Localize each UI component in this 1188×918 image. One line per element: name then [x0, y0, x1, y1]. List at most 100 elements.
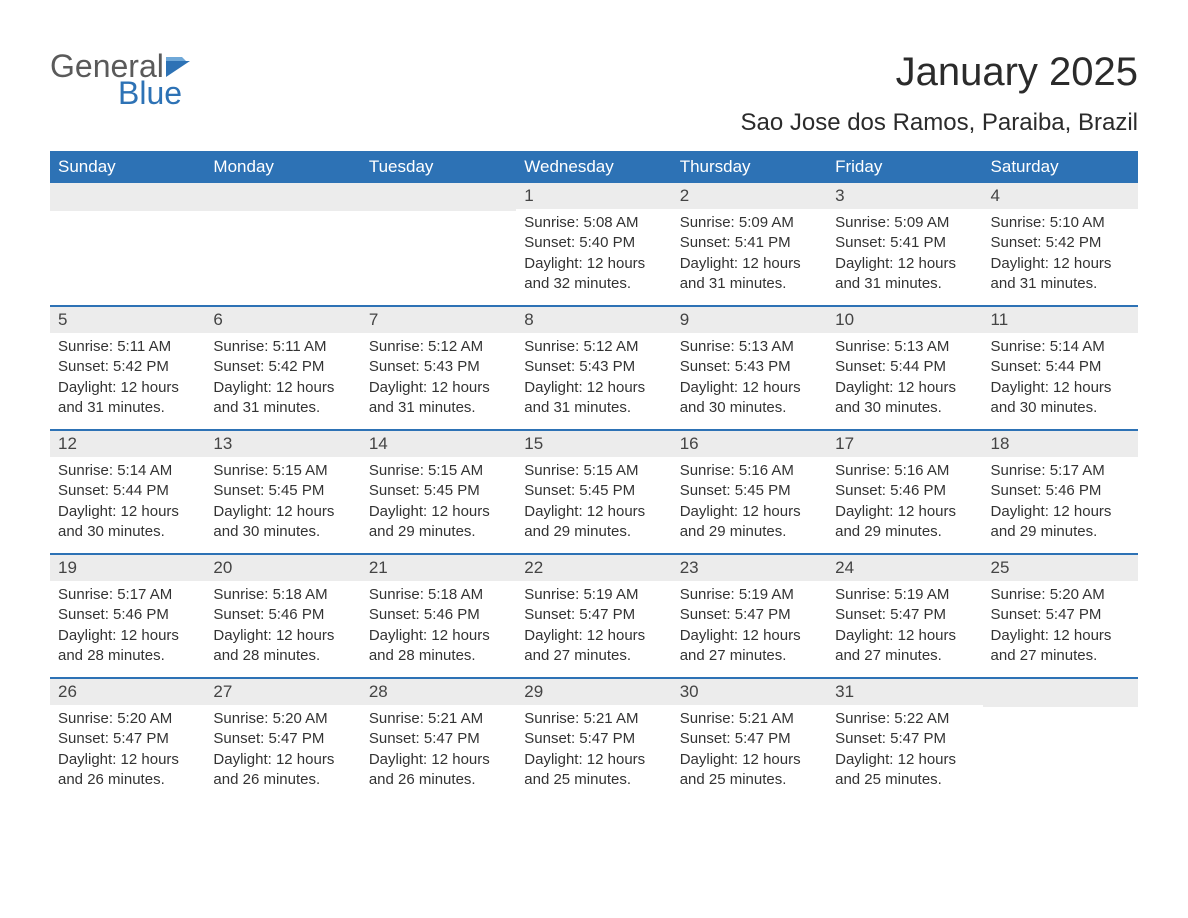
daylight-text-line1: Daylight: 12 hours — [835, 502, 974, 522]
sunset-text: Sunset: 5:45 PM — [369, 481, 508, 501]
weekday-header: Wednesday — [516, 151, 671, 183]
sunset-text: Sunset: 5:46 PM — [213, 605, 352, 625]
day-number: 21 — [361, 555, 516, 581]
sunset-text: Sunset: 5:41 PM — [835, 233, 974, 253]
daylight-text-line2: and 25 minutes. — [835, 770, 974, 790]
sunset-text: Sunset: 5:46 PM — [58, 605, 197, 625]
daylight-text-line1: Daylight: 12 hours — [991, 502, 1130, 522]
sunrise-text: Sunrise: 5:15 AM — [524, 461, 663, 481]
daylight-text-line2: and 30 minutes. — [680, 398, 819, 418]
day-number: 2 — [672, 183, 827, 209]
calendar-page: General Blue January 2025 Sao Jose dos R… — [0, 0, 1188, 831]
day-cell — [50, 183, 205, 305]
day-number: 18 — [983, 431, 1138, 457]
daylight-text-line1: Daylight: 12 hours — [680, 254, 819, 274]
sunrise-text: Sunrise: 5:21 AM — [524, 709, 663, 729]
empty-day-number — [983, 679, 1138, 707]
day-cell: 11Sunrise: 5:14 AMSunset: 5:44 PMDayligh… — [983, 307, 1138, 429]
empty-day-number — [50, 183, 205, 211]
daylight-text-line1: Daylight: 12 hours — [58, 626, 197, 646]
sunrise-text: Sunrise: 5:17 AM — [58, 585, 197, 605]
generalblue-logo: General Blue — [50, 50, 194, 109]
sunrise-text: Sunrise: 5:12 AM — [369, 337, 508, 357]
week-row: 12Sunrise: 5:14 AMSunset: 5:44 PMDayligh… — [50, 429, 1138, 553]
daylight-text-line2: and 27 minutes. — [835, 646, 974, 666]
sunset-text: Sunset: 5:47 PM — [991, 605, 1130, 625]
day-body: Sunrise: 5:09 AMSunset: 5:41 PMDaylight:… — [672, 209, 827, 302]
weekday-header: Friday — [827, 151, 982, 183]
daylight-text-line2: and 25 minutes. — [524, 770, 663, 790]
day-number: 6 — [205, 307, 360, 333]
day-body: Sunrise: 5:11 AMSunset: 5:42 PMDaylight:… — [205, 333, 360, 426]
daylight-text-line1: Daylight: 12 hours — [524, 502, 663, 522]
sunrise-text: Sunrise: 5:19 AM — [524, 585, 663, 605]
sunrise-text: Sunrise: 5:12 AM — [524, 337, 663, 357]
day-cell: 15Sunrise: 5:15 AMSunset: 5:45 PMDayligh… — [516, 431, 671, 553]
daylight-text-line2: and 30 minutes. — [213, 522, 352, 542]
day-cell: 25Sunrise: 5:20 AMSunset: 5:47 PMDayligh… — [983, 555, 1138, 677]
daylight-text-line1: Daylight: 12 hours — [991, 378, 1130, 398]
daylight-text-line2: and 31 minutes. — [369, 398, 508, 418]
sunrise-text: Sunrise: 5:13 AM — [835, 337, 974, 357]
day-body: Sunrise: 5:20 AMSunset: 5:47 PMDaylight:… — [983, 581, 1138, 674]
day-cell: 29Sunrise: 5:21 AMSunset: 5:47 PMDayligh… — [516, 679, 671, 801]
day-body: Sunrise: 5:22 AMSunset: 5:47 PMDaylight:… — [827, 705, 982, 798]
day-number: 17 — [827, 431, 982, 457]
daylight-text-line1: Daylight: 12 hours — [991, 254, 1130, 274]
daylight-text-line1: Daylight: 12 hours — [835, 254, 974, 274]
day-body: Sunrise: 5:19 AMSunset: 5:47 PMDaylight:… — [672, 581, 827, 674]
day-number: 25 — [983, 555, 1138, 581]
sunset-text: Sunset: 5:47 PM — [680, 605, 819, 625]
sunset-text: Sunset: 5:47 PM — [524, 729, 663, 749]
daylight-text-line1: Daylight: 12 hours — [213, 750, 352, 770]
sunset-text: Sunset: 5:41 PM — [680, 233, 819, 253]
daylight-text-line2: and 27 minutes. — [524, 646, 663, 666]
day-cell: 5Sunrise: 5:11 AMSunset: 5:42 PMDaylight… — [50, 307, 205, 429]
day-cell — [983, 679, 1138, 801]
daylight-text-line1: Daylight: 12 hours — [680, 626, 819, 646]
day-cell: 28Sunrise: 5:21 AMSunset: 5:47 PMDayligh… — [361, 679, 516, 801]
day-number: 9 — [672, 307, 827, 333]
day-body: Sunrise: 5:16 AMSunset: 5:45 PMDaylight:… — [672, 457, 827, 550]
day-number: 27 — [205, 679, 360, 705]
daylight-text-line1: Daylight: 12 hours — [524, 378, 663, 398]
sunrise-text: Sunrise: 5:09 AM — [835, 213, 974, 233]
sunset-text: Sunset: 5:45 PM — [213, 481, 352, 501]
day-number: 30 — [672, 679, 827, 705]
day-body: Sunrise: 5:11 AMSunset: 5:42 PMDaylight:… — [50, 333, 205, 426]
day-body: Sunrise: 5:15 AMSunset: 5:45 PMDaylight:… — [516, 457, 671, 550]
sunrise-text: Sunrise: 5:14 AM — [58, 461, 197, 481]
sunset-text: Sunset: 5:42 PM — [58, 357, 197, 377]
sunrise-text: Sunrise: 5:17 AM — [991, 461, 1130, 481]
sunset-text: Sunset: 5:43 PM — [369, 357, 508, 377]
sunrise-text: Sunrise: 5:15 AM — [213, 461, 352, 481]
sunset-text: Sunset: 5:47 PM — [680, 729, 819, 749]
daylight-text-line2: and 29 minutes. — [835, 522, 974, 542]
sunset-text: Sunset: 5:46 PM — [991, 481, 1130, 501]
daylight-text-line2: and 31 minutes. — [835, 274, 974, 294]
day-body: Sunrise: 5:13 AMSunset: 5:43 PMDaylight:… — [672, 333, 827, 426]
sunrise-text: Sunrise: 5:20 AM — [991, 585, 1130, 605]
daylight-text-line2: and 27 minutes. — [680, 646, 819, 666]
daylight-text-line1: Daylight: 12 hours — [213, 626, 352, 646]
day-body: Sunrise: 5:21 AMSunset: 5:47 PMDaylight:… — [516, 705, 671, 798]
week-row: 26Sunrise: 5:20 AMSunset: 5:47 PMDayligh… — [50, 677, 1138, 801]
day-cell: 6Sunrise: 5:11 AMSunset: 5:42 PMDaylight… — [205, 307, 360, 429]
day-body: Sunrise: 5:10 AMSunset: 5:42 PMDaylight:… — [983, 209, 1138, 302]
day-number: 16 — [672, 431, 827, 457]
day-body: Sunrise: 5:13 AMSunset: 5:44 PMDaylight:… — [827, 333, 982, 426]
sunrise-text: Sunrise: 5:09 AM — [680, 213, 819, 233]
weeks-container: 1Sunrise: 5:08 AMSunset: 5:40 PMDaylight… — [50, 183, 1138, 801]
logo-text-blue: Blue — [118, 77, 182, 109]
daylight-text-line1: Daylight: 12 hours — [369, 378, 508, 398]
sunset-text: Sunset: 5:43 PM — [524, 357, 663, 377]
day-cell: 2Sunrise: 5:09 AMSunset: 5:41 PMDaylight… — [672, 183, 827, 305]
day-cell — [361, 183, 516, 305]
day-cell: 4Sunrise: 5:10 AMSunset: 5:42 PMDaylight… — [983, 183, 1138, 305]
daylight-text-line2: and 29 minutes. — [524, 522, 663, 542]
daylight-text-line2: and 26 minutes. — [213, 770, 352, 790]
sunset-text: Sunset: 5:46 PM — [369, 605, 508, 625]
daylight-text-line2: and 26 minutes. — [369, 770, 508, 790]
week-row: 1Sunrise: 5:08 AMSunset: 5:40 PMDaylight… — [50, 183, 1138, 305]
empty-day-number — [361, 183, 516, 211]
